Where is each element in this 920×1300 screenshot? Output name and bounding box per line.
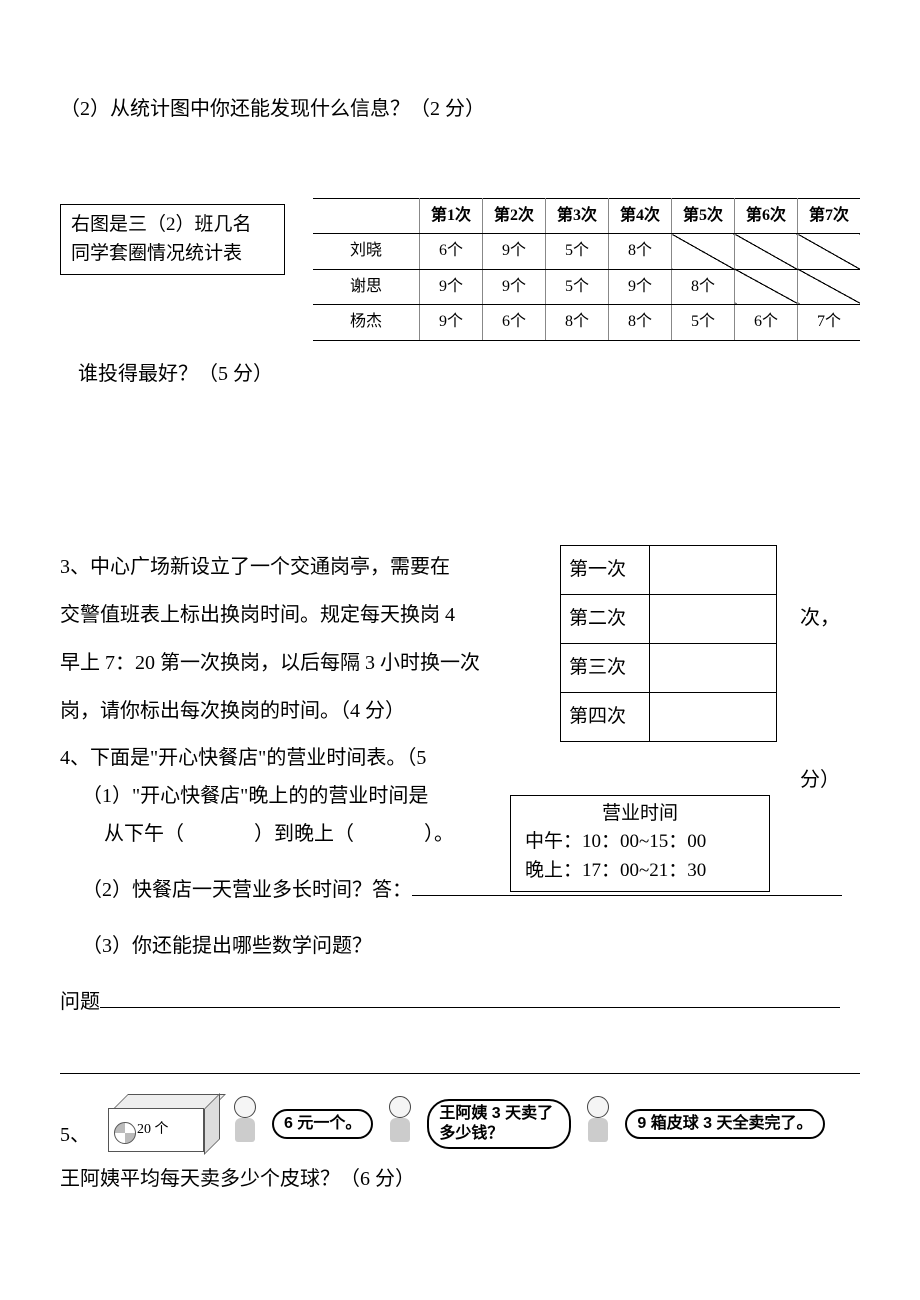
ring-r2-c1: 6个 xyxy=(483,305,546,340)
ring-r0-c0: 6个 xyxy=(420,234,483,269)
ring-h0 xyxy=(313,199,420,234)
ring-r0-c3: 8个 xyxy=(609,234,672,269)
ring-r1-c3: 9个 xyxy=(609,269,672,304)
q3-l4: 岗，请你标出每次换岗的时间。（4 分） xyxy=(60,687,540,735)
q5-graphic-row: 5、 20 个 6 元一个。 王阿姨 3 天卖了多少钱？ 9 箱皮球 3 天全卖… xyxy=(60,1094,860,1154)
q4-fen: 分） xyxy=(800,761,840,799)
q3-ci: 次， xyxy=(800,599,840,637)
q4-wq-row: 问题 xyxy=(60,983,860,1021)
ring-r1-c0: 9个 xyxy=(420,269,483,304)
ring-caption-box: 右图是三（2）班几名 同学套圈情况统计表 xyxy=(60,204,285,275)
ring-h7: 第7次 xyxy=(798,199,861,234)
shift-2-val[interactable] xyxy=(650,594,777,643)
q4-s1b-pre: 从下午（ xyxy=(104,823,184,845)
ring-h5: 第5次 xyxy=(672,199,735,234)
shift-4-val[interactable] xyxy=(650,692,777,741)
ring-r2-c3: 8个 xyxy=(609,305,672,340)
q3-text: 3、中心广场新设立了一个交通岗亭，需要在 交警值班表上标出换岗时间。规定每天换岗… xyxy=(60,543,540,735)
ring-row: 右图是三（2）班几名 同学套圈情况统计表 第1次 第2次 第3次 第4次 第5次… xyxy=(60,198,860,341)
ball-icon xyxy=(114,1122,136,1144)
ring-r1-c4: 8个 xyxy=(672,269,735,304)
aunt-icon xyxy=(581,1096,615,1152)
ring-r2-name: 杨杰 xyxy=(313,305,420,340)
q3-l2: 交警值班表上标出换岗时间。规定每天换岗 4 xyxy=(60,591,540,639)
q5-label: 5、 xyxy=(60,1116,90,1154)
q5-line: 王阿姨平均每天卖多少个皮球？（6 分） xyxy=(60,1160,860,1198)
q3-q4-wrap: 第一次 第二次 第三次 第四次 次， 3、中心广场新设立了一个交通岗亭，需要在 … xyxy=(60,543,860,1074)
bubble-price: 6 元一个。 xyxy=(272,1109,373,1139)
ring-h4: 第4次 xyxy=(609,199,672,234)
q4-s1a: （1）"开心快餐店"晚上的的营业时间是 xyxy=(82,777,482,815)
biz-noon: 中午：10：00~15：00 xyxy=(525,828,755,857)
shift-3-label: 第三次 xyxy=(561,643,650,692)
ring-r0-c4 xyxy=(672,234,735,269)
shift-4-label: 第四次 xyxy=(561,692,650,741)
seller-icon xyxy=(228,1096,262,1152)
q3-l1: 3、中心广场新设立了一个交通岗亭，需要在 xyxy=(60,543,540,591)
ring-r2-c4: 5个 xyxy=(672,305,735,340)
business-hours-box: 营业时间 中午：10：00~15：00 晚上：17：00~21：30 xyxy=(510,795,770,893)
ring-h3: 第3次 xyxy=(546,199,609,234)
ring-h2: 第2次 xyxy=(483,199,546,234)
ring-r2-c6: 7个 xyxy=(798,305,861,340)
ring-h6: 第6次 xyxy=(735,199,798,234)
ring-r0-c1: 9个 xyxy=(483,234,546,269)
ring-r1-c1: 9个 xyxy=(483,269,546,304)
q4-wq: 问题 xyxy=(60,991,100,1013)
shift-3-val[interactable] xyxy=(650,643,777,692)
q4-s1b-post: ）。 xyxy=(424,823,454,845)
ball-box-icon: 20 个 xyxy=(108,1094,218,1154)
ring-header-row: 第1次 第2次 第3次 第4次 第5次 第6次 第7次 xyxy=(313,199,860,234)
ring-r1-c6 xyxy=(798,269,861,304)
ring-r1-c5 xyxy=(735,269,798,304)
q4-s1b-mid: ）到晚上（ xyxy=(254,823,354,845)
ring-r2-c0: 9个 xyxy=(420,305,483,340)
q4-wq-blank[interactable] xyxy=(100,985,840,1008)
shift-2-label: 第二次 xyxy=(561,594,650,643)
shift-1-val[interactable] xyxy=(650,545,777,594)
ring-row-2: 杨杰 9个 6个 8个 8个 5个 6个 7个 xyxy=(313,305,860,340)
ring-r0-name: 刘晓 xyxy=(313,234,420,269)
ring-r1-name: 谢思 xyxy=(313,269,420,304)
q4-intro: 4、下面是"开心快餐店"的营业时间表。（5 xyxy=(60,739,860,777)
ring-r1-c2: 5个 xyxy=(546,269,609,304)
shift-1-label: 第一次 xyxy=(561,545,650,594)
ring-h1: 第1次 xyxy=(420,199,483,234)
ring-r0-c5 xyxy=(735,234,798,269)
girl-icon xyxy=(383,1096,417,1152)
shift-table: 第一次 第二次 第三次 第四次 xyxy=(560,545,777,742)
ring-caption-l1: 右图是三（2）班几名 xyxy=(71,214,252,235)
ring-r0-c6 xyxy=(798,234,861,269)
q4-s3: （3）你还能提出哪些数学问题？ xyxy=(82,927,860,965)
page: （2）从统计图中你还能发现什么信息？（2 分） 右图是三（2）班几名 同学套圈情… xyxy=(0,0,920,1238)
ring-caption-l2: 同学套圈情况统计表 xyxy=(71,243,242,264)
who-best: 谁投得最好？（5 分） xyxy=(78,355,860,393)
ring-row-1: 谢思 9个 9个 5个 9个 8个 xyxy=(313,269,860,304)
ring-r0-c2: 5个 xyxy=(546,234,609,269)
biz-title: 营业时间 xyxy=(525,800,755,829)
ring-row-0: 刘晓 6个 9个 5个 8个 xyxy=(313,234,860,269)
question-2-sub: （2）从统计图中你还能发现什么信息？（2 分） xyxy=(60,90,860,128)
q3-l3: 早上 7：20 第一次换岗，以后每隔 3 小时换一次 xyxy=(60,639,540,687)
ring-table: 第1次 第2次 第3次 第4次 第5次 第6次 第7次 刘晓 6个 9个 5个 … xyxy=(313,198,860,341)
ring-r2-c2: 8个 xyxy=(546,305,609,340)
ring-r2-c5: 6个 xyxy=(735,305,798,340)
bubble-sold: 9 箱皮球 3 天全卖完了。 xyxy=(625,1109,824,1139)
q4-s2: （2）快餐店一天营业多长时间？答： xyxy=(82,879,412,901)
bubble-question: 王阿姨 3 天卖了多少钱？ xyxy=(427,1099,571,1149)
q4-full-blank[interactable] xyxy=(60,1049,860,1074)
biz-evening: 晚上：17：00~21：30 xyxy=(525,857,755,886)
